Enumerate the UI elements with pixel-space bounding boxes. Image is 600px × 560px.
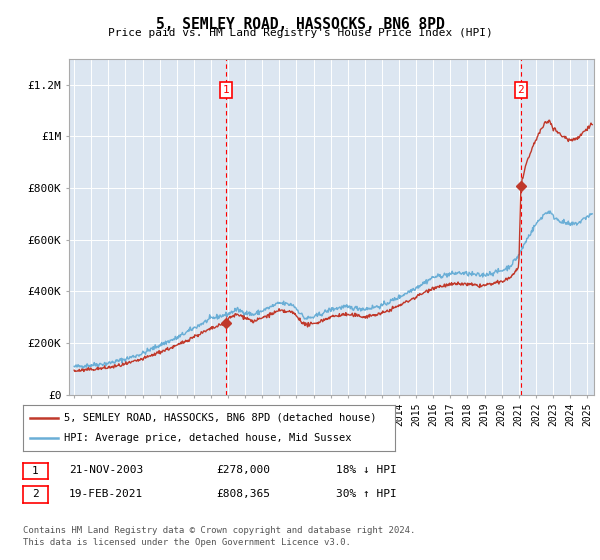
Text: 21-NOV-2003: 21-NOV-2003: [69, 465, 143, 475]
Text: £278,000: £278,000: [216, 465, 270, 475]
Text: 1: 1: [32, 466, 39, 476]
Text: £808,365: £808,365: [216, 489, 270, 499]
Text: HPI: Average price, detached house, Mid Sussex: HPI: Average price, detached house, Mid …: [64, 433, 351, 443]
Text: 2: 2: [32, 489, 39, 500]
Text: 1: 1: [223, 85, 230, 95]
Text: 2: 2: [517, 85, 524, 95]
Text: 18% ↓ HPI: 18% ↓ HPI: [336, 465, 397, 475]
Text: 5, SEMLEY ROAD, HASSOCKS, BN6 8PD: 5, SEMLEY ROAD, HASSOCKS, BN6 8PD: [155, 17, 445, 32]
Text: Price paid vs. HM Land Registry's House Price Index (HPI): Price paid vs. HM Land Registry's House …: [107, 28, 493, 38]
Text: 5, SEMLEY ROAD, HASSOCKS, BN6 8PD (detached house): 5, SEMLEY ROAD, HASSOCKS, BN6 8PD (detac…: [64, 413, 376, 423]
Text: Contains HM Land Registry data © Crown copyright and database right 2024.
This d: Contains HM Land Registry data © Crown c…: [23, 526, 415, 547]
Text: 30% ↑ HPI: 30% ↑ HPI: [336, 489, 397, 499]
Text: 19-FEB-2021: 19-FEB-2021: [69, 489, 143, 499]
